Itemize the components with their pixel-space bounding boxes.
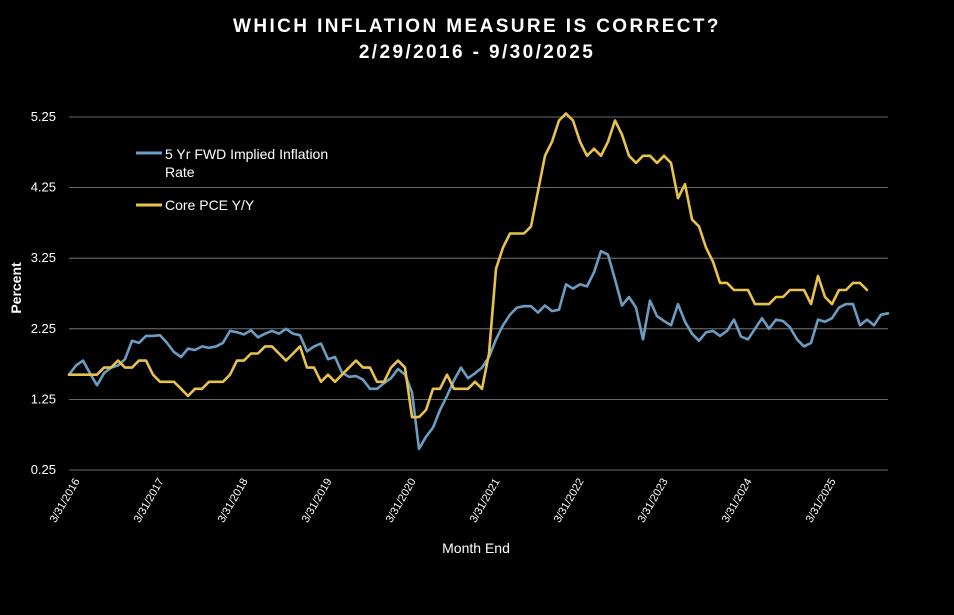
x-tick-label: 3/31/2021 (468, 477, 503, 525)
y-tick-labels: 5.25 4.25 3.25 2.25 1.25 0.25 (31, 109, 56, 477)
x-tick-label: 3/31/2022 (552, 477, 587, 525)
x-tick-label: 3/31/2016 (48, 477, 83, 525)
x-tick-label: 3/31/2020 (384, 477, 419, 525)
chart-subtitle: 2/29/2016 - 9/30/2025 (359, 42, 595, 63)
y-tick-label: 1.25 (31, 391, 56, 406)
legend: 5 Yr FWD Implied Inflation Rate Core PCE… (136, 146, 328, 213)
x-tick-label: 3/31/2025 (804, 477, 839, 525)
y-tick-label: 5.25 (31, 109, 56, 124)
series-line-inflation-rate (67, 249, 890, 451)
x-tick-labels: 3/31/2016 3/31/2017 3/31/2018 3/31/2019 3/31… (48, 477, 839, 525)
chart-title: WHICH INFLATION MEASURE IS CORRECT? (233, 16, 721, 37)
y-tick-label: 2.25 (31, 321, 56, 336)
x-tick-label: 3/31/2023 (636, 477, 671, 525)
y-tick-label: 3.25 (31, 250, 56, 265)
y-tick-label: 4.25 (31, 180, 56, 195)
x-tick-label: 3/31/2024 (720, 477, 755, 525)
series-lines (67, 112, 890, 451)
y-tick-label: 0.25 (31, 462, 56, 477)
series-line-core-pce (67, 112, 869, 419)
gridlines (69, 116, 888, 471)
x-tick-label: 3/31/2018 (216, 477, 251, 525)
legend-label-inflation-rate-line2: Rate (165, 164, 195, 180)
legend-label-inflation-rate-line1: 5 Yr FWD Implied Inflation (165, 146, 328, 162)
legend-label-core-pce: Core PCE Y/Y (165, 197, 255, 213)
x-axis-label: Month End (442, 540, 510, 556)
x-tick-label: 3/31/2017 (132, 477, 167, 525)
x-tick-label: 3/31/2019 (300, 477, 335, 525)
y-axis-label: Percent (8, 262, 24, 314)
